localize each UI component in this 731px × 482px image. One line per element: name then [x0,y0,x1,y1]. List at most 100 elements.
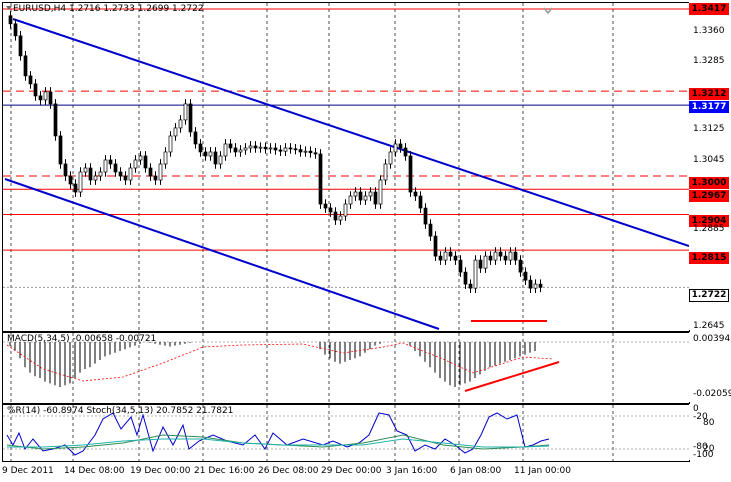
candle-body [143,155,148,169]
candle-body [213,151,218,165]
candle-body [523,271,528,281]
candle-body [218,155,223,165]
candle-body [58,135,63,165]
candle-body [78,171,83,193]
candle-body [283,147,288,152]
candle-body [288,147,293,150]
candle-body [128,167,133,181]
candle-body [43,91,48,101]
candle-body [53,103,58,137]
candle-body [383,163,388,181]
candle-body [343,203,348,217]
candle-body [433,235,438,257]
stochastic-signal-line [7,438,550,448]
candle-body [68,175,73,185]
candle-body [478,259,483,269]
collapse-arrow-icon[interactable] [6,6,12,10]
date-label: 26 Dec 08:00 [258,466,319,476]
candle-body [248,145,253,149]
candle-body [388,151,393,165]
trendline-lower [4,178,440,330]
candle-body [458,259,463,273]
candle-body [33,83,38,97]
divergence-line [464,361,560,392]
macd-title: MACD(5,34,5) -0.00658 -0.00721 [7,334,157,344]
candle-body [253,145,258,149]
candle-body [293,148,298,151]
candle-body [518,259,523,273]
level-tag-1.3000: 1.3000 [689,177,729,189]
candle-body [208,151,213,157]
candle-body [398,143,403,149]
candle-body [468,283,473,289]
price-chart [3,3,689,331]
candle-body [303,150,308,153]
stoch-tick: 20 [703,444,715,454]
price-tick: 1.2885 [693,224,725,234]
candle-body [373,191,378,205]
candle-body [273,147,278,151]
price-tick: 1.3125 [693,124,725,134]
date-label: 6 Jan 08:00 [450,466,502,476]
candle-body [238,149,243,153]
date-label: 3 Jan 16:00 [386,466,438,476]
williams-r-line [6,412,550,456]
candle-body [48,91,53,105]
candle-body [93,175,98,181]
price-pane[interactable]: EURUSD,H4 1.2716 1.2733 1.2699 1.2722 [2,2,690,332]
candle-body [428,223,433,237]
candle-body [513,251,518,261]
macd-pane[interactable]: MACD(5,34,5) -0.00658 -0.00721 [2,332,690,404]
candle-body [448,251,453,257]
current-price-tag: 1.2722 [689,289,729,302]
candle-body [88,167,93,181]
candle-body [453,255,458,261]
date-label: 29 Dec 00:00 [321,466,382,476]
one-click-trade-icon[interactable] [543,0,553,15]
price-tick: 1.3360 [693,26,725,36]
candle-body [133,159,138,169]
candle-body [463,271,468,285]
candle-body [63,163,68,177]
candle-body [18,35,23,57]
date-label: 11 Jan 00:00 [514,466,571,476]
stoch-tick: -80 [693,442,708,452]
date-label: 21 Dec 16:00 [194,466,255,476]
candle-body [153,175,158,181]
candle-body [423,207,428,225]
candle-body [528,279,533,289]
date-axis: 9 Dec 2011 14 Dec 08:00 19 Dec 00:00 21 … [2,461,689,481]
candle-body [443,251,448,261]
price-tick: 1.3285 [693,56,725,66]
stochastic-pane[interactable]: %R(14) -60.8974 Stoch(34,5,13) 20.7852 2… [2,404,690,462]
candle-body [348,195,353,205]
candle-body [178,119,183,129]
candle-body [268,147,273,150]
candle-body [353,191,358,197]
level-tag-1.3177: 1.3177 [689,101,729,113]
candle-body [138,155,143,161]
candle-body [158,163,163,181]
candle-body [323,203,328,209]
candle-body [498,251,503,257]
candle-body [98,171,103,177]
stoch-tick: 0 [693,404,699,414]
candle-body [313,152,318,155]
candle-body [183,103,188,121]
candle-body [408,155,413,193]
candle-body [333,211,338,221]
macd-axis: 0.00394 -0.02059 [689,332,731,402]
date-label: 19 Dec 00:00 [130,466,191,476]
candle-body [108,159,113,165]
candle-body [368,191,373,197]
stoch-tick: 80 [703,418,715,428]
candle-body [503,255,508,261]
candle-body [508,251,513,261]
candle-body [193,131,198,145]
candle-body [298,149,303,153]
candle-body [363,195,368,201]
level-tag-1.2815: 1.2815 [689,252,729,264]
candle-body [438,255,443,261]
candle-body [188,103,193,133]
